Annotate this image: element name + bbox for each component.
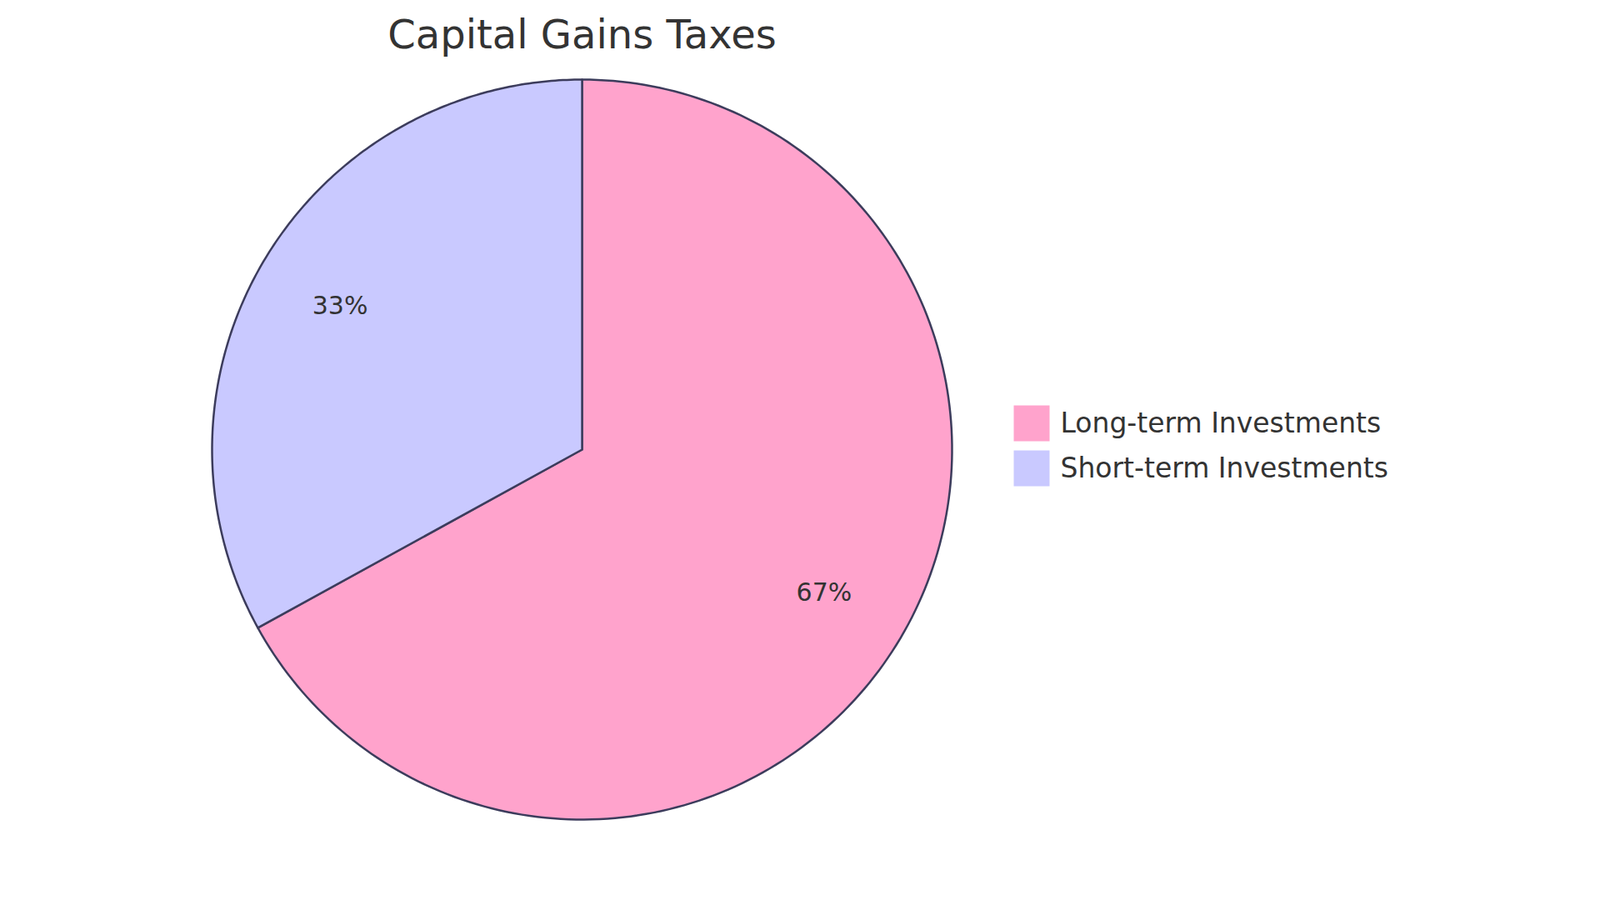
svg-text:Long-term Investments: Long-term Investments bbox=[1060, 406, 1382, 440]
svg-text:Capital Gains Taxes: Capital Gains Taxes bbox=[387, 10, 776, 58]
svg-text:Short-term Investments: Short-term Investments bbox=[1060, 451, 1389, 485]
svg-text:67%: 67% bbox=[796, 577, 853, 607]
svg-text:33%: 33% bbox=[312, 290, 369, 320]
